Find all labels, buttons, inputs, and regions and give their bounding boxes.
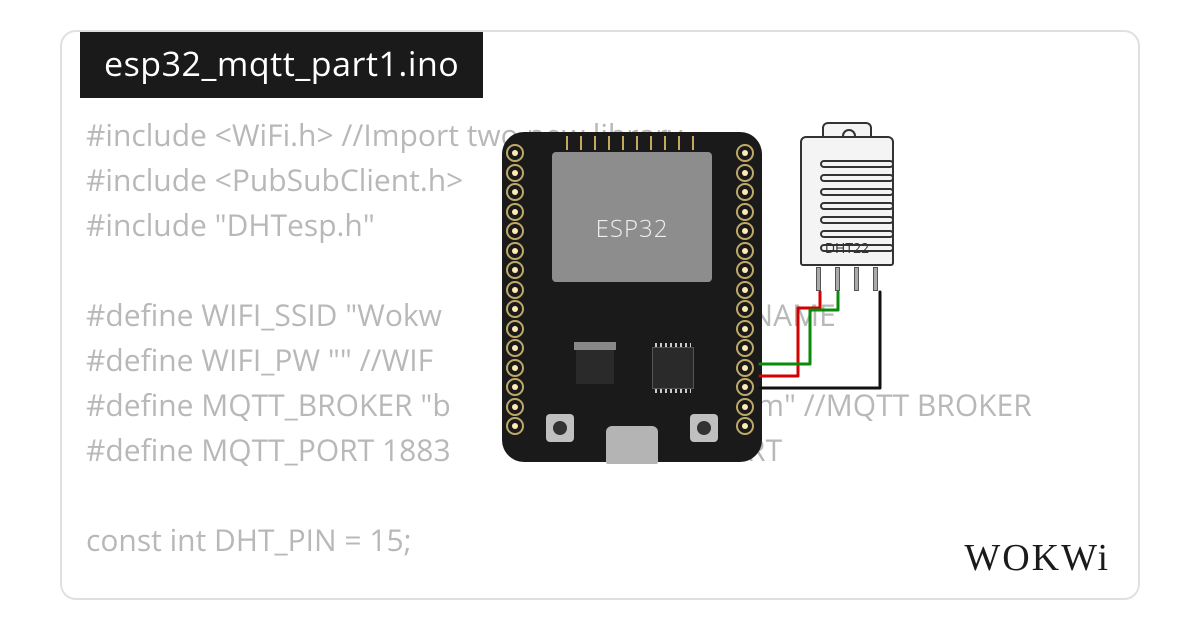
board-pin xyxy=(506,183,524,201)
dht-vent-slot xyxy=(820,174,894,182)
board-pin xyxy=(736,320,754,338)
dht-pin xyxy=(835,267,840,291)
board-pin xyxy=(506,261,524,279)
wire xyxy=(760,292,880,388)
board-pin xyxy=(506,359,524,377)
board-pin xyxy=(736,261,754,279)
esp32-shield: ESP32 xyxy=(552,152,712,282)
board-pin xyxy=(506,320,524,338)
en-button xyxy=(690,414,718,442)
board-pin xyxy=(736,300,754,318)
dht-vent-slot xyxy=(820,188,894,196)
board-pin xyxy=(506,164,524,182)
regulator-tab xyxy=(574,342,616,350)
dht-vent-slot xyxy=(820,202,894,210)
board-pin xyxy=(736,183,754,201)
wire xyxy=(760,292,838,364)
dht-pin xyxy=(816,267,821,291)
circuit-diagram: ESP32 DHT22 xyxy=(502,132,922,492)
board-pin xyxy=(736,242,754,260)
board-pin xyxy=(506,144,524,162)
wire xyxy=(760,292,820,376)
esp32-antenna xyxy=(564,134,700,152)
board-pin xyxy=(506,398,524,416)
board-pin xyxy=(736,222,754,240)
board-pin xyxy=(506,281,524,299)
usb-port xyxy=(606,426,658,464)
board-pin xyxy=(736,203,754,221)
board-pin xyxy=(506,222,524,240)
board-pin xyxy=(736,339,754,357)
board-pin xyxy=(736,398,754,416)
board-pin xyxy=(506,339,524,357)
esp32-chip-label: ESP32 xyxy=(552,212,712,245)
board-pin xyxy=(506,203,524,221)
board-pin xyxy=(736,378,754,396)
dht-vent-slot xyxy=(820,230,894,238)
board-pin xyxy=(506,242,524,260)
file-title: esp32_mqtt_part1.ino xyxy=(104,40,459,86)
wokwi-logo: WOKWi xyxy=(964,536,1110,580)
dht22-body: DHT22 xyxy=(800,136,894,266)
board-pin xyxy=(506,300,524,318)
board-pin xyxy=(506,417,524,435)
esp32-pins-right xyxy=(736,144,758,435)
code-line: const int DHT_PIN = 15; xyxy=(86,517,1114,562)
card-frame: esp32_mqtt_part1.ino #include <WiFi.h> /… xyxy=(60,30,1140,600)
dht22-sensor: DHT22 xyxy=(792,122,902,297)
boot-button xyxy=(546,414,574,442)
esp32-pins-left xyxy=(506,144,528,435)
dht-vent-slot xyxy=(820,216,894,224)
voltage-regulator xyxy=(576,350,614,384)
dht22-pins xyxy=(816,267,878,291)
dht-pin xyxy=(854,267,859,291)
dht-pin xyxy=(873,267,878,291)
esp32-board: ESP32 xyxy=(502,132,762,462)
board-pin xyxy=(736,417,754,435)
usb-serial-chip xyxy=(652,347,694,389)
board-pin xyxy=(736,164,754,182)
file-title-tab: esp32_mqtt_part1.ino xyxy=(80,30,483,98)
board-pin xyxy=(506,378,524,396)
board-pin xyxy=(736,281,754,299)
dht22-label: DHT22 xyxy=(802,239,892,258)
board-pin xyxy=(736,359,754,377)
board-pin xyxy=(736,144,754,162)
dht-vent-slot xyxy=(820,160,894,168)
